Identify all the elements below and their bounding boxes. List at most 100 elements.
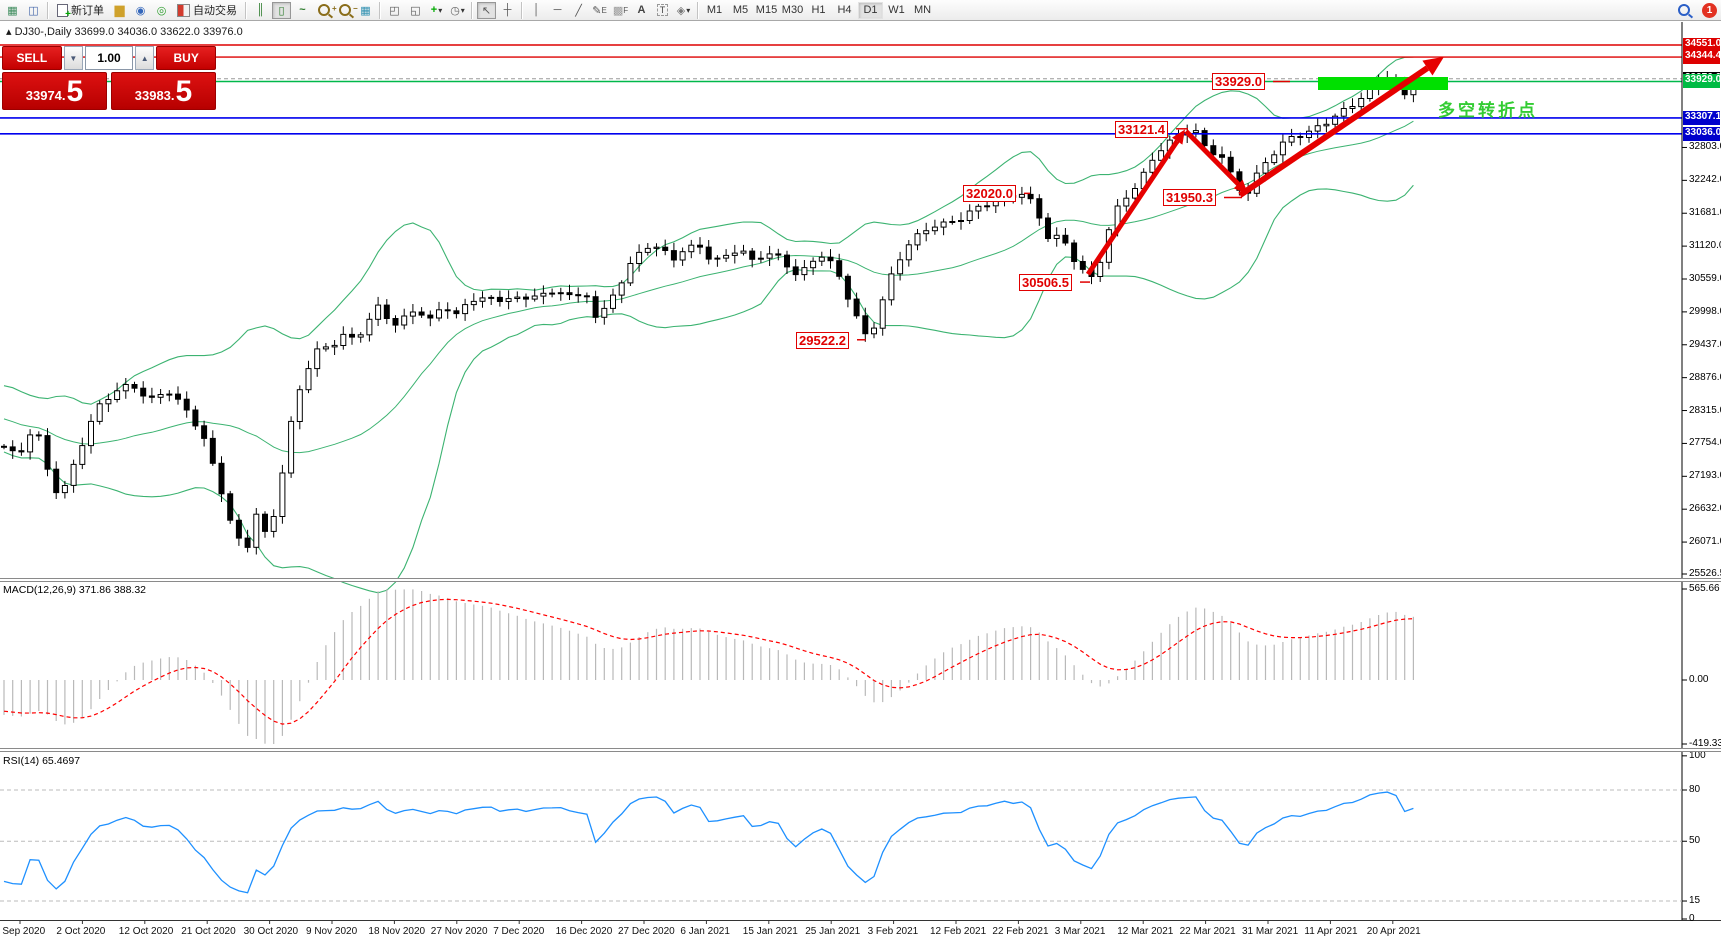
timeframe-w1[interactable]: W1 bbox=[888, 4, 905, 16]
candle-body bbox=[1210, 145, 1217, 156]
sell-price-dot: . bbox=[61, 88, 66, 103]
date-label: 3 Feb 2021 bbox=[867, 926, 919, 937]
date-label: 9 Nov 2020 bbox=[306, 926, 358, 937]
price-axis-tick: 32803.0 bbox=[1689, 141, 1721, 153]
candle-body bbox=[784, 254, 790, 268]
auto-trading-button[interactable]: 自动交易 bbox=[172, 2, 242, 19]
add-indicator-icon[interactable]: + ▾ bbox=[430, 4, 443, 16]
toolbar-separator bbox=[697, 1, 699, 19]
chart-layout-icon[interactable]: ◫ bbox=[28, 4, 39, 17]
crosshair-icon[interactable]: ┼ bbox=[503, 4, 512, 16]
candle-body bbox=[96, 403, 103, 422]
fibonacci-icon[interactable]: ✎ E bbox=[592, 4, 607, 17]
tile-windows-icon[interactable]: ▦ bbox=[360, 4, 371, 17]
period-clock-icon[interactable]: ◷ ▾ bbox=[450, 4, 465, 17]
rsi-panel-separator[interactable] bbox=[0, 748, 1721, 752]
vertical-line-icon[interactable]: │ bbox=[533, 4, 540, 16]
toolbar-separator bbox=[379, 1, 381, 19]
sell-button[interactable]: SELL bbox=[2, 46, 62, 70]
timeframe-h4[interactable]: H4 bbox=[837, 4, 852, 16]
price-annotation-33929.0[interactable]: 33929.0 bbox=[1212, 73, 1265, 91]
indicator-list-icon[interactable]: ◱ bbox=[410, 4, 421, 17]
candle-body bbox=[18, 450, 25, 453]
price-annotation-33121.4[interactable]: 33121.4 bbox=[1115, 120, 1168, 138]
volume-decrease-button[interactable]: ▼ bbox=[63, 46, 83, 70]
text-label-icon[interactable]: T bbox=[653, 2, 672, 19]
price-annotation-30506.5[interactable]: 30506.5 bbox=[1019, 274, 1072, 292]
cursor-icon[interactable]: ↖ bbox=[477, 1, 496, 19]
oneclick-collapse-icon[interactable]: ▴ bbox=[6, 26, 12, 38]
timeframe-m30[interactable]: M30 bbox=[781, 4, 804, 16]
buy-price-dot: . bbox=[170, 88, 175, 103]
toolbar-separator bbox=[521, 1, 523, 19]
candle-body bbox=[923, 230, 930, 235]
candle-body bbox=[853, 298, 860, 317]
horizontal-line-icon[interactable]: ─ bbox=[553, 4, 562, 16]
volume-increase-button[interactable]: ▲ bbox=[135, 46, 155, 70]
candle-body bbox=[862, 315, 869, 335]
new-order-icon bbox=[57, 3, 71, 20]
candle-body bbox=[775, 253, 782, 256]
timeframe-m5[interactable]: M5 bbox=[732, 4, 749, 16]
zoom-out-icon[interactable]: − bbox=[335, 2, 358, 19]
signal-icon[interactable]: ◎ bbox=[156, 4, 167, 17]
candle-body bbox=[1, 445, 7, 448]
candle-body bbox=[531, 295, 538, 300]
new-order-button[interactable]: 新订单 bbox=[52, 2, 109, 20]
candle-body bbox=[1149, 159, 1156, 173]
price-axis-tick: 31681.0 bbox=[1689, 207, 1721, 219]
price-annotation-29522.2[interactable]: 29522.2 bbox=[796, 331, 849, 349]
rsi-axis-tick: 80 bbox=[1689, 784, 1701, 795]
volume-input[interactable] bbox=[85, 46, 133, 70]
candle-body bbox=[157, 394, 164, 398]
user-icon[interactable]: ◉ bbox=[135, 4, 146, 17]
notification-badge[interactable]: 1 bbox=[1702, 2, 1717, 18]
trend-arrow-2[interactable] bbox=[1184, 129, 1240, 186]
bar-chart-icon[interactable]: ║ bbox=[256, 4, 265, 16]
candle-body bbox=[340, 333, 347, 346]
macd-panel-separator[interactable] bbox=[0, 578, 1721, 582]
rsi-axis-tick: 100 bbox=[1689, 749, 1706, 761]
candle-body bbox=[984, 205, 991, 208]
trendline-icon[interactable]: ╱ bbox=[575, 4, 582, 17]
rsi-axis-tick: 50 bbox=[1689, 835, 1701, 847]
candle-body bbox=[444, 309, 451, 312]
trend-arrow-3[interactable] bbox=[1238, 65, 1430, 198]
candle-body bbox=[1053, 234, 1060, 240]
indicator-window-icon[interactable]: ◰ bbox=[389, 4, 400, 17]
trend-arrow-1[interactable] bbox=[1085, 139, 1180, 276]
candle-body bbox=[349, 333, 355, 338]
text-icon[interactable]: A bbox=[637, 4, 646, 16]
sell-price-display[interactable]: 33974. 5 bbox=[2, 72, 107, 110]
zoom-in-icon[interactable]: + bbox=[314, 2, 337, 19]
timeframe-m15[interactable]: M15 bbox=[755, 4, 778, 16]
candle-body bbox=[27, 434, 34, 453]
line-chart-icon[interactable]: ~ bbox=[299, 4, 306, 16]
timeframe-m1[interactable]: M1 bbox=[706, 4, 723, 16]
candle-body bbox=[557, 292, 564, 295]
candle-body bbox=[810, 260, 817, 269]
timeframe-d1[interactable]: D1 bbox=[858, 1, 883, 19]
grid-icon[interactable]: ▩ F bbox=[612, 4, 629, 17]
candle-body bbox=[35, 434, 42, 437]
date-label: 30 Oct 2020 bbox=[243, 926, 299, 937]
price-annotation-31950.3[interactable]: 31950.3 bbox=[1163, 189, 1216, 207]
candle-body bbox=[592, 296, 599, 318]
buy-button[interactable]: BUY bbox=[156, 46, 216, 70]
search-icon[interactable] bbox=[1674, 2, 1693, 19]
shapes-icon[interactable]: ◈ ▾ bbox=[676, 4, 691, 17]
candlestick-icon[interactable]: ▯ bbox=[272, 1, 291, 19]
chart-grid-icon[interactable]: ▦ bbox=[7, 4, 18, 17]
timeframe-mn[interactable]: MN bbox=[913, 4, 932, 16]
bull-bear-turning-point-label[interactable]: 多空转折点 bbox=[1438, 101, 1538, 120]
gold-icon[interactable]: ▆ bbox=[114, 2, 125, 17]
candle-body bbox=[670, 250, 677, 261]
buy-price-display[interactable]: 33983. 5 bbox=[111, 72, 216, 110]
candle-body bbox=[305, 368, 312, 391]
chart-title-text: DJ30-,Daily 33699.0 34036.0 33622.0 3397… bbox=[14, 26, 243, 38]
price-annotation-32020.0[interactable]: 32020.0 bbox=[963, 185, 1016, 203]
date-label: 3 Sep 2020 bbox=[0, 926, 46, 937]
green-zone-rectangle[interactable] bbox=[1318, 77, 1448, 90]
timeframe-h1[interactable]: H1 bbox=[811, 4, 826, 16]
